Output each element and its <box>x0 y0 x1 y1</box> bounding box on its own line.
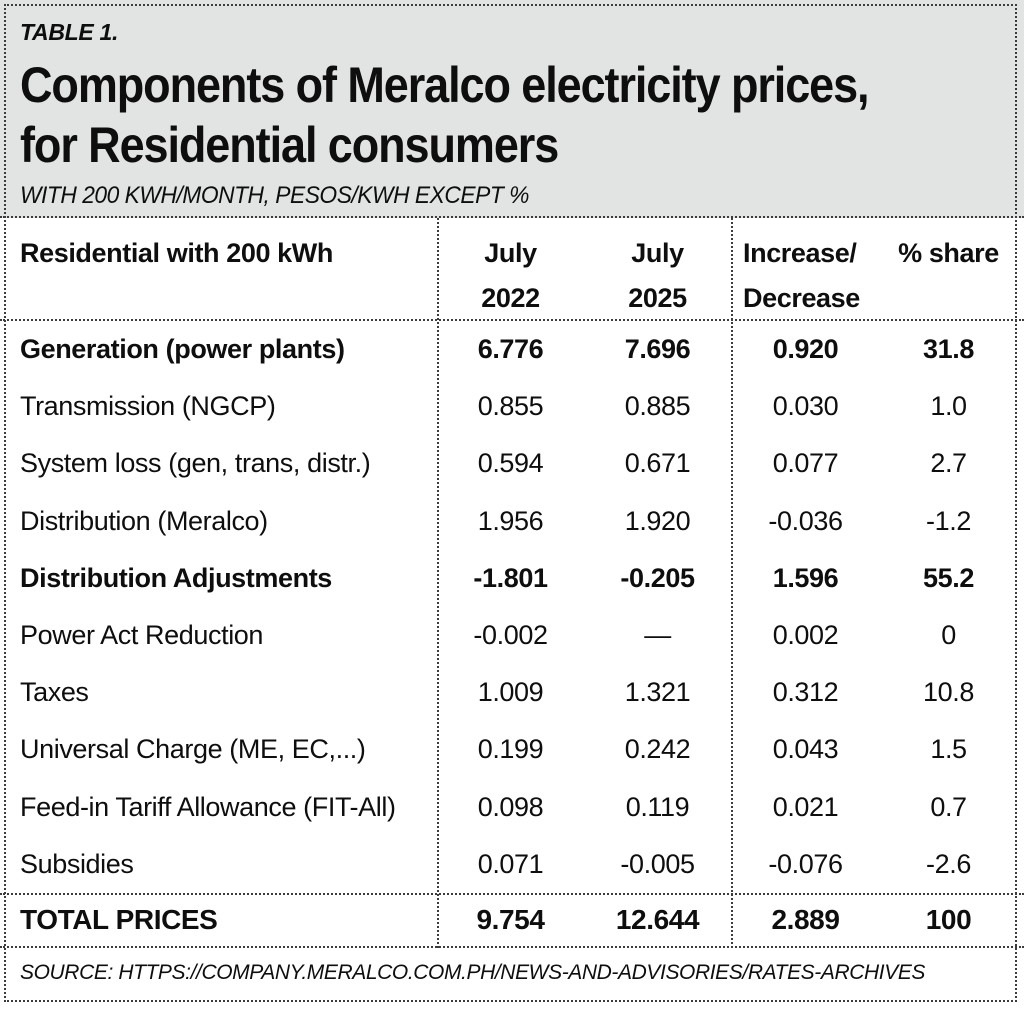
row-label: Transmission (NGCP) <box>20 391 276 422</box>
value-july-2025: 0.242 <box>624 734 691 765</box>
value-july-2025: 1.920 <box>624 505 691 536</box>
row-label: System loss (gen, trans, distr.) <box>20 448 371 479</box>
value-july-2022: -0.002 <box>473 620 548 651</box>
table-row-distribution: Distribution (Meralco) 1.956 1.920 -0.03… <box>0 493 1024 550</box>
title-line-2: for Residential consumers <box>20 117 559 173</box>
column-header-row: Residential with 200 kWh July 2022 July … <box>0 218 1024 321</box>
column-header-percent-share: % share <box>898 238 999 268</box>
column-header-july-2022-line2: 2022 <box>481 283 540 313</box>
column-header-july-2025: July 2025 <box>584 231 731 321</box>
row-label: Generation (power plants) <box>20 334 345 365</box>
value-increase-decrease: 2.889 <box>771 904 840 936</box>
column-divider <box>437 218 439 948</box>
value-july-2025: 0.671 <box>624 448 691 479</box>
value-increase-decrease: 0.030 <box>772 391 839 422</box>
value-percent-share: 0 <box>941 620 956 651</box>
row-label: Taxes <box>20 677 89 708</box>
table-row-subsidies: Subsidies 0.071 -0.005 -0.076 -2.6 <box>0 836 1024 893</box>
row-label: Power Act Reduction <box>20 620 264 651</box>
value-july-2022: 1.956 <box>477 505 544 536</box>
value-july-2022: 0.855 <box>477 391 544 422</box>
title-line-1: Components of Meralco electricity prices… <box>20 57 870 113</box>
value-increase-decrease: -0.076 <box>768 848 843 879</box>
value-july-2025: -0.205 <box>620 562 695 593</box>
column-header-july-2025-line1: July <box>631 238 684 268</box>
table-row-power-act-reduction: Power Act Reduction -0.002 — 0.002 0 <box>0 607 1024 664</box>
table-number-label: TABLE 1. <box>20 19 119 45</box>
value-july-2025: -0.005 <box>620 848 695 879</box>
value-july-2025: 0.885 <box>624 391 691 422</box>
value-percent-share: 1.5 <box>930 734 967 765</box>
column-header-decrease: Decrease <box>743 283 860 313</box>
value-increase-decrease: 0.043 <box>772 734 839 765</box>
value-percent-share: 31.8 <box>923 334 974 365</box>
masthead: TABLE 1. Components of Meralco electrici… <box>0 0 1024 218</box>
value-july-2025: — <box>644 620 671 651</box>
value-july-2025: 0.119 <box>625 791 690 822</box>
column-divider <box>731 218 733 948</box>
value-percent-share: -2.6 <box>926 848 971 879</box>
table-row-generation: Generation (power plants) 6.776 7.696 0.… <box>0 321 1024 378</box>
row-label: Distribution Adjustments <box>20 562 332 593</box>
table-row-distribution-adjustments: Distribution Adjustments -1.801 -0.205 1… <box>0 550 1024 607</box>
value-increase-decrease: 0.312 <box>772 677 839 708</box>
row-label: Distribution (Meralco) <box>20 505 268 536</box>
table-row-taxes: Taxes 1.009 1.321 0.312 10.8 <box>0 664 1024 721</box>
column-header-july-2022: July 2022 <box>437 231 584 321</box>
value-increase-decrease: 0.021 <box>772 791 839 822</box>
value-july-2022: 0.071 <box>477 848 544 879</box>
value-percent-share: 55.2 <box>923 562 974 593</box>
table-row-total-prices: TOTAL PRICES 9.754 12.644 2.889 100 <box>0 892 1024 948</box>
value-increase-decrease: 0.002 <box>772 620 839 651</box>
value-july-2022: 0.594 <box>477 448 544 479</box>
value-july-2022: 0.199 <box>477 734 544 765</box>
table-row-fit-allowance: Feed-in Tariff Allowance (FIT-All) 0.098… <box>0 779 1024 836</box>
value-july-2022: 0.098 <box>477 791 544 822</box>
value-increase-decrease: 0.920 <box>772 334 839 365</box>
value-percent-share: -1.2 <box>926 505 971 536</box>
column-header-increase-decrease: Increase/ Decrease <box>731 231 880 321</box>
value-july-2022: -1.801 <box>473 562 548 593</box>
value-increase-decrease: 0.077 <box>772 448 839 479</box>
value-july-2022: 6.776 <box>477 334 544 365</box>
column-header-increase: Increase/ <box>743 238 857 268</box>
source-line: SOURCE: HTTPS://COMPANY.MERALCO.COM.PH/N… <box>20 960 926 984</box>
table-row-universal-charge: Universal Charge (ME, EC,...) 0.199 0.24… <box>0 721 1024 778</box>
value-july-2025: 7.696 <box>624 334 691 365</box>
page-title: Components of Meralco electricity prices… <box>20 55 902 175</box>
value-july-2022: 1.009 <box>477 677 544 708</box>
value-percent-share: 10.8 <box>923 677 974 708</box>
column-header-row-label: Residential with 200 kWh <box>20 238 333 268</box>
row-label: Feed-in Tariff Allowance (FIT-All) <box>20 791 396 822</box>
row-label: Universal Charge (ME, EC,...) <box>20 734 366 765</box>
column-header-july-2025-line2: 2025 <box>628 283 687 313</box>
subtitle: WITH 200 KWH/MONTH, PESOS/KWH EXCEPT % <box>20 182 529 209</box>
value-july-2025: 12.644 <box>615 904 700 936</box>
value-percent-share: 0.7 <box>930 791 967 822</box>
value-increase-decrease: -0.036 <box>768 505 843 536</box>
table-row-transmission: Transmission (NGCP) 0.855 0.885 0.030 1.… <box>0 378 1024 435</box>
column-header-july-2022-line1: July <box>484 238 537 268</box>
value-percent-share: 2.7 <box>930 448 967 479</box>
value-july-2025: 1.321 <box>624 677 691 708</box>
row-label: TOTAL PRICES <box>20 904 218 936</box>
value-percent-share: 100 <box>925 904 972 936</box>
table-row-system-loss: System loss (gen, trans, distr.) 0.594 0… <box>0 435 1024 492</box>
row-label: Subsidies <box>20 848 134 879</box>
value-increase-decrease: 1.596 <box>772 562 839 593</box>
value-percent-share: 1.0 <box>930 391 967 422</box>
value-july-2022: 9.754 <box>476 904 545 936</box>
